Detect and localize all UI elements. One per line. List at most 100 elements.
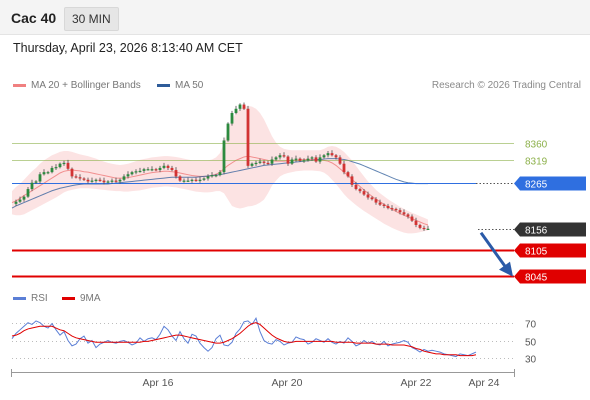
level-tag-8156 (514, 222, 586, 237)
candle-body (226, 123, 230, 141)
candle-body (306, 158, 310, 161)
candle-body (38, 174, 42, 182)
level-tag-8045 (514, 269, 586, 284)
legend-swatch-rsi-ma (62, 296, 75, 300)
candle-body (174, 170, 178, 177)
candle-body (110, 180, 114, 182)
candle-body (74, 176, 78, 178)
candle-body (134, 171, 138, 173)
candle-body (122, 176, 126, 180)
candle-body (230, 113, 234, 124)
candle-body (262, 161, 266, 163)
chart-header: Cac 40 30 MIN (0, 0, 590, 35)
instrument-title: Cac 40 (11, 10, 57, 26)
candle-body (258, 161, 262, 163)
candle-body (210, 175, 214, 177)
rsi-tick-30: 30 (525, 355, 537, 366)
candle-body (382, 204, 386, 206)
candle-body (318, 157, 322, 162)
candle-body (310, 157, 314, 159)
candle-body (378, 202, 382, 205)
candle-body (282, 155, 286, 157)
candle-body (314, 157, 318, 162)
x-tick-label: Apr 22 (401, 377, 432, 389)
candle-body (222, 140, 226, 173)
candle-body (46, 172, 50, 174)
candle-body (414, 220, 418, 225)
candle-body (266, 162, 270, 165)
candle-body (426, 228, 430, 230)
candle-body (418, 224, 422, 228)
candle-body (102, 180, 106, 183)
legend-ma50: MA 50 (157, 80, 203, 91)
rsi-tick-50: 50 (525, 338, 537, 349)
copyright-text: Research © 2026 Trading Central (431, 80, 581, 91)
rsi-line (11, 317, 477, 358)
candle-body (270, 159, 274, 164)
candle-body (182, 180, 186, 182)
candle-body (94, 179, 98, 181)
level-tag-8105 (514, 243, 586, 258)
timeframe-button[interactable]: 30 MIN (64, 7, 119, 31)
candle-body (114, 180, 118, 182)
candle-body (86, 179, 90, 182)
candle-body (198, 179, 202, 181)
candle-body (34, 181, 38, 183)
candle-body (326, 153, 330, 156)
level-label-8156: 8156 (525, 226, 548, 237)
legend-rsi-ma: 9MA (62, 293, 101, 304)
candle-body (78, 177, 82, 179)
projection-arrow-head (499, 261, 513, 277)
candle-body (386, 205, 390, 209)
candle-body (70, 168, 74, 177)
candle-body (278, 155, 282, 158)
candle-body (162, 165, 166, 168)
candle-body (362, 191, 366, 195)
candle-body (342, 163, 346, 173)
candle-body (58, 163, 62, 168)
candle-body (334, 155, 338, 158)
candle-body (66, 162, 70, 169)
legend-rsi: RSI (13, 293, 48, 304)
candle-body (214, 175, 218, 177)
candle-body (402, 212, 406, 215)
candle-body (350, 176, 354, 185)
legend-label-bollinger: MA 20 + Bollinger Bands (31, 80, 141, 91)
level-tag-8265 (514, 176, 586, 191)
legend-bollinger: MA 20 + Bollinger Bands (13, 80, 141, 91)
candle-body (410, 216, 414, 221)
candle-body (422, 227, 426, 230)
candle-body (398, 210, 402, 213)
candle-body (186, 180, 190, 182)
candle-body (254, 162, 258, 165)
level-label-8265: 8265 (525, 180, 548, 191)
candle-body (30, 182, 34, 190)
candle-body (158, 167, 162, 171)
candle-body (246, 108, 250, 166)
legend-swatch-rsi (13, 296, 26, 300)
candle-body (302, 160, 306, 162)
candle-body (22, 196, 26, 200)
candle-body (238, 104, 242, 109)
candle-body (366, 194, 370, 198)
candle-body (374, 199, 378, 203)
candle-body (106, 181, 110, 183)
candle-body (154, 169, 158, 171)
candle-body (406, 214, 410, 217)
legend-swatch-ma50 (157, 83, 170, 87)
candle-body (290, 159, 294, 164)
level-label-8105: 8105 (525, 247, 548, 258)
candle-body (322, 155, 326, 158)
candle-body (390, 208, 394, 210)
candle-body (126, 174, 130, 177)
chart-datetime: Thursday, April 23, 2026 8:13:40 AM CET (13, 41, 243, 55)
candle-body (54, 167, 58, 169)
level-label-8045: 8045 (525, 273, 548, 284)
candle-body (346, 172, 350, 177)
level-label-8319: 8319 (525, 157, 548, 168)
candle-body (82, 178, 86, 180)
candle-body (354, 184, 358, 190)
candle-body (190, 179, 194, 181)
candle-body (338, 157, 342, 164)
